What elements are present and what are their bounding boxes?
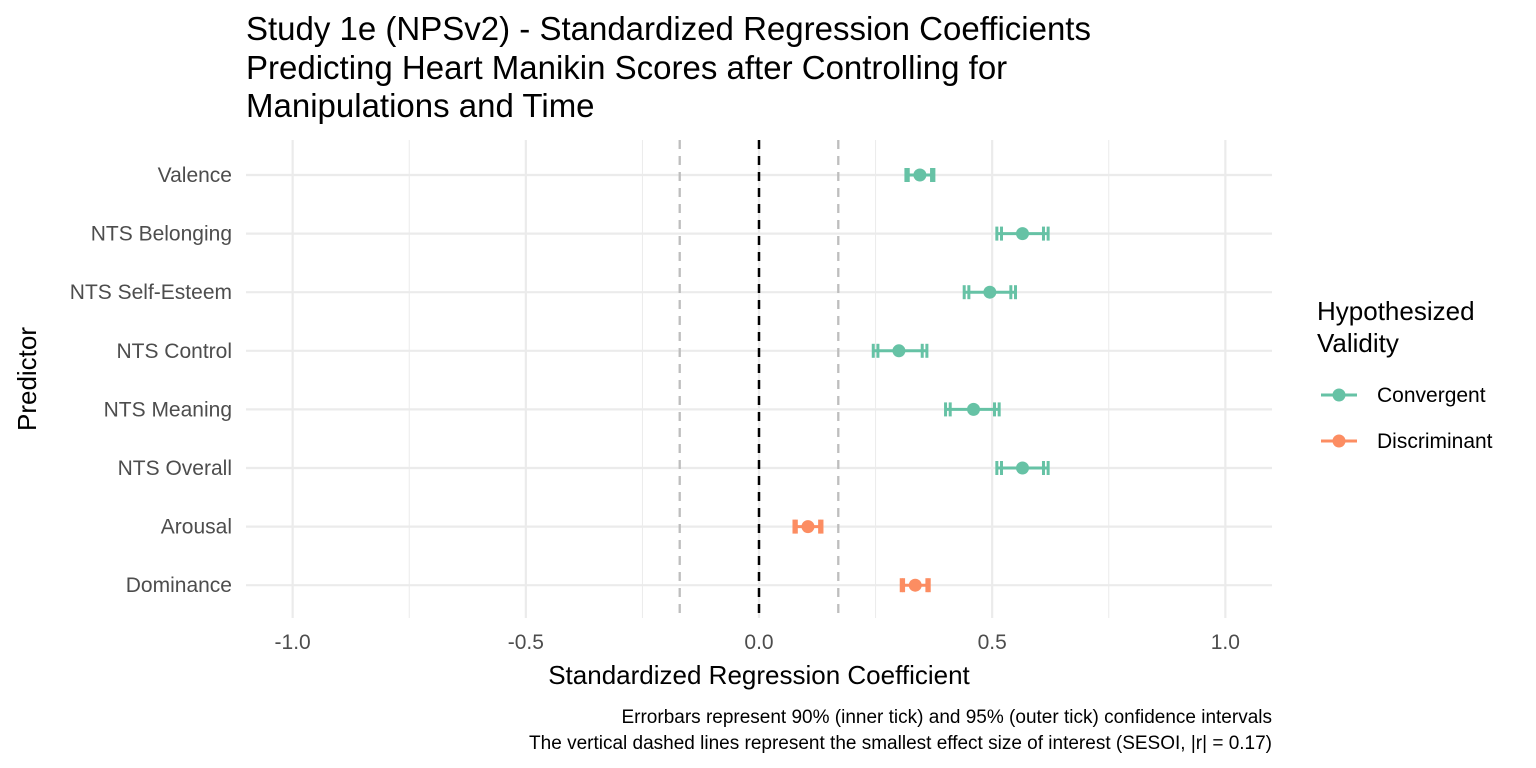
x-axis-title: Standardized Regression Coefficient bbox=[548, 660, 970, 690]
errorbar-dominance bbox=[899, 578, 931, 593]
errorbar-nts-meaning bbox=[944, 402, 1001, 417]
y-tick-label: NTS Self-Esteem bbox=[70, 281, 232, 304]
x-tick-label: 0.5 bbox=[978, 631, 1007, 654]
legend-key-point bbox=[1332, 388, 1346, 402]
errorbar-nts-overall bbox=[995, 461, 1050, 475]
y-tick-label: Valence bbox=[158, 164, 232, 187]
legend-label: Discriminant bbox=[1377, 430, 1493, 453]
x-tick-labels: -1.0 -0.5 0.0 0.5 1.0 bbox=[275, 631, 1240, 654]
point-estimate bbox=[1015, 461, 1029, 475]
x-tick-label: -1.0 bbox=[275, 631, 311, 654]
errorbar-valence bbox=[904, 168, 936, 182]
point-estimate bbox=[1015, 227, 1029, 241]
caption-line-1: Errorbars represent 90% (inner tick) and… bbox=[621, 707, 1272, 728]
point-estimate bbox=[913, 168, 927, 182]
y-tick-label: Arousal bbox=[161, 516, 232, 539]
errorbar-nts-belonging bbox=[995, 226, 1050, 241]
point-estimate bbox=[801, 520, 815, 534]
y-axis-title: Predictor bbox=[12, 327, 42, 431]
y-tick-label: NTS Meaning bbox=[104, 398, 232, 421]
errorbar-nts-self-esteem bbox=[962, 285, 1017, 300]
point-estimate bbox=[967, 402, 981, 416]
y-tick-label: NTS Control bbox=[116, 340, 232, 363]
y-tick-labels: Valence NTS Belonging NTS Self-Esteem NTS C… bbox=[70, 164, 232, 597]
legend-key-point bbox=[1332, 434, 1346, 448]
point-estimate bbox=[908, 578, 922, 592]
y-tick-label: NTS Belonging bbox=[91, 223, 232, 246]
point-estimate bbox=[983, 285, 997, 299]
chart-title-line-1: Study 1e (NPSv2) - Standardized Regressi… bbox=[246, 10, 1091, 47]
chart-title-line-2: Predicting Heart Manikin Scores after Co… bbox=[246, 49, 1007, 86]
data-marks bbox=[792, 168, 1050, 593]
legend-item-discriminant: Discriminant bbox=[1321, 430, 1493, 453]
legend-item-convergent: Convergent bbox=[1321, 384, 1486, 407]
errorbar-arousal bbox=[792, 519, 824, 534]
caption-line-2: The vertical dashed lines represent the … bbox=[529, 733, 1272, 754]
chart-title-line-3: Manipulations and Time bbox=[246, 87, 595, 124]
chart-title: Study 1e (NPSv2) - Standardized Regressi… bbox=[246, 10, 1091, 124]
y-tick-label: NTS Overall bbox=[118, 457, 232, 480]
errorbar-nts-control bbox=[871, 343, 929, 358]
caption: Errorbars represent 90% (inner tick) and… bbox=[529, 707, 1272, 754]
legend-label: Convergent bbox=[1377, 384, 1486, 407]
y-tick-label: Dominance bbox=[126, 574, 232, 597]
x-tick-label: 1.0 bbox=[1211, 631, 1240, 654]
x-tick-label: 0.0 bbox=[744, 631, 773, 654]
legend-title-line-2: Validity bbox=[1317, 328, 1399, 358]
x-tick-label: -0.5 bbox=[508, 631, 544, 654]
legend: Hypothesized Validity Convergent Discrimi… bbox=[1317, 296, 1493, 453]
legend-title-line-1: Hypothesized bbox=[1317, 296, 1475, 326]
point-estimate bbox=[892, 344, 906, 358]
